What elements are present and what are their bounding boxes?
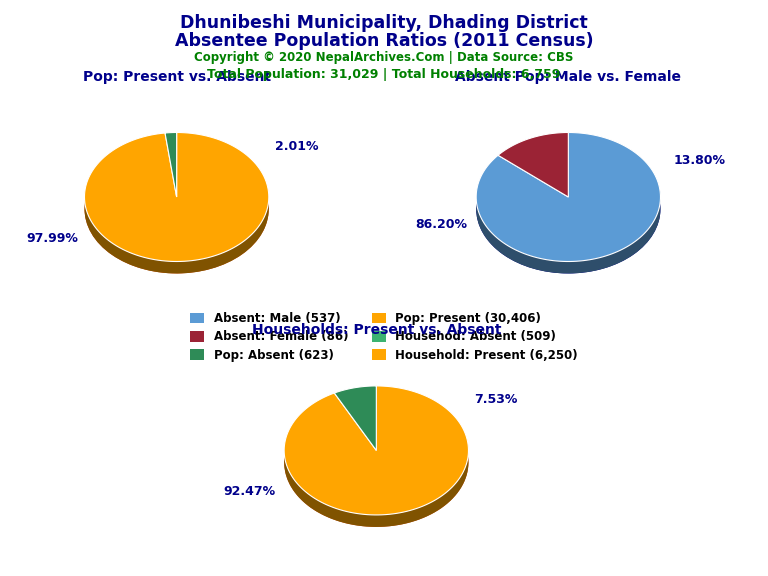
Polygon shape — [334, 386, 376, 450]
Ellipse shape — [284, 398, 468, 527]
Ellipse shape — [476, 145, 660, 274]
Text: 2.01%: 2.01% — [275, 140, 318, 153]
Text: 86.20%: 86.20% — [415, 218, 467, 231]
Text: Copyright © 2020 NepalArchives.Com | Data Source: CBS: Copyright © 2020 NepalArchives.Com | Dat… — [194, 51, 574, 64]
Title: Pop: Present vs. Absent: Pop: Present vs. Absent — [83, 70, 270, 84]
Text: Absentee Population Ratios (2011 Census): Absentee Population Ratios (2011 Census) — [174, 32, 594, 50]
Polygon shape — [165, 132, 177, 197]
Polygon shape — [476, 191, 660, 274]
Polygon shape — [476, 132, 660, 262]
Text: 7.53%: 7.53% — [475, 393, 518, 406]
Title: Households: Present vs. Absent: Households: Present vs. Absent — [252, 323, 501, 338]
Text: 97.99%: 97.99% — [26, 232, 78, 245]
Text: 92.47%: 92.47% — [223, 486, 275, 498]
Polygon shape — [84, 132, 269, 262]
Polygon shape — [84, 190, 269, 274]
Text: Total Population: 31,029 | Total Households: 6,759: Total Population: 31,029 | Total Househo… — [207, 68, 561, 81]
Legend: Absent: Male (537), Absent: Female (86), Pop: Absent (623), Pop: Present (30,406: Absent: Male (537), Absent: Female (86),… — [190, 312, 578, 362]
Polygon shape — [284, 386, 468, 515]
Polygon shape — [498, 132, 568, 197]
Title: Absent Pop: Male vs. Female: Absent Pop: Male vs. Female — [455, 70, 681, 84]
Text: 13.80%: 13.80% — [674, 154, 725, 166]
Ellipse shape — [84, 145, 269, 274]
Text: Dhunibeshi Municipality, Dhading District: Dhunibeshi Municipality, Dhading Distric… — [180, 14, 588, 32]
Polygon shape — [284, 443, 468, 527]
